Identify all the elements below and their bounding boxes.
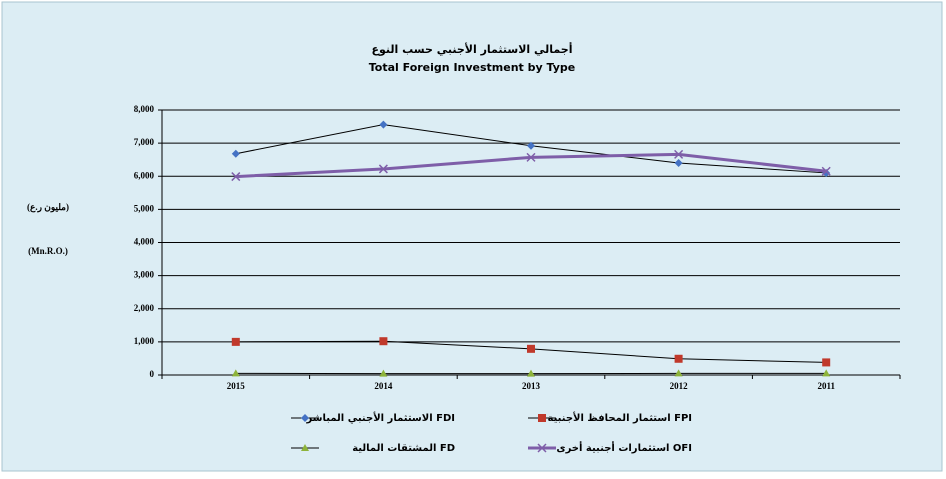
x-tick-label: 2011	[817, 381, 835, 391]
y-axis-label: (Mn.R.O.)	[28, 246, 68, 256]
legend-label: استثمار المحافظ الأجنبية FPI	[548, 411, 692, 424]
legend-label: المشتقات المالية FD	[352, 443, 455, 454]
marker	[379, 337, 387, 345]
marker	[527, 345, 535, 353]
x-tick-label: 2014	[374, 381, 393, 391]
marker	[538, 414, 546, 422]
legend-label: استثمارات أجنبية أخرى OFI	[556, 441, 692, 454]
y-tick-label: 7,000	[134, 137, 155, 147]
chart-subtitle: Total Foreign Investment by Type	[369, 61, 575, 74]
y-tick-label: 3,000	[134, 270, 155, 280]
chart-title: أجمالي الاستثمار الأجنبي حسب النوع	[372, 42, 573, 56]
y-tick-label: 5,000	[134, 203, 155, 213]
marker	[232, 338, 240, 346]
y-axis-label: (مليون ر.ع)	[27, 202, 69, 213]
x-tick-label: 2012	[670, 381, 689, 391]
y-tick-label: 8,000	[134, 104, 155, 114]
marker	[822, 358, 830, 366]
y-tick-label: 6,000	[134, 170, 155, 180]
x-tick-label: 2013	[522, 381, 541, 391]
y-tick-label: 2,000	[134, 303, 155, 313]
marker	[675, 355, 683, 363]
y-tick-label: 0	[150, 369, 155, 379]
x-tick-label: 2015	[227, 381, 246, 391]
y-tick-label: 4,000	[134, 237, 155, 247]
legend-label: الاستثمار الأجنبي المباشر FDI	[305, 411, 455, 424]
y-tick-label: 1,000	[134, 336, 155, 346]
